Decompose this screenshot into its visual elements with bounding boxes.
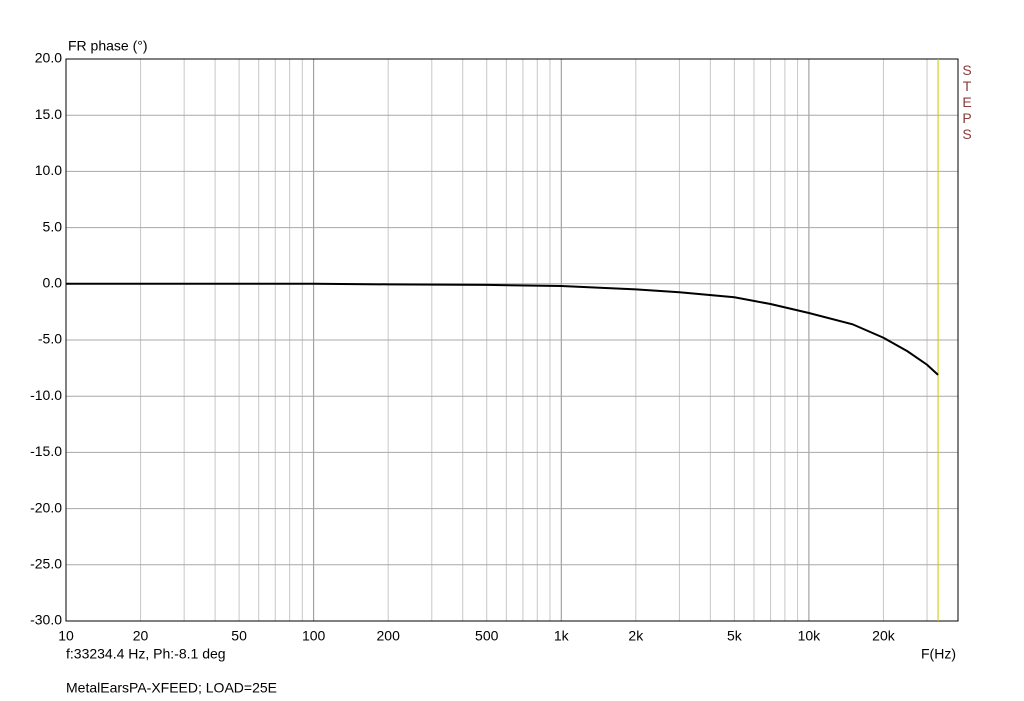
x-tick-label: 100: [302, 628, 326, 644]
y-tick-label: -25.0: [30, 556, 62, 572]
x-tick-label: 10: [58, 628, 74, 644]
cursor-readout: f:33234.4 Hz, Ph:-8.1 deg: [66, 646, 226, 662]
y-tick-label: 5.0: [43, 218, 63, 234]
y-tick-label: 10.0: [35, 162, 62, 178]
x-tick-label: 50: [231, 628, 247, 644]
x-axis-label: F(Hz): [921, 646, 956, 662]
x-tick-label: 500: [475, 628, 499, 644]
x-tick-label: 10k: [798, 628, 822, 644]
y-tick-label: -15.0: [30, 443, 62, 459]
chart-title: FR phase (°): [68, 38, 148, 54]
x-tick-label: 200: [377, 628, 401, 644]
x-tick-label: 20: [133, 628, 149, 644]
y-tick-label: 15.0: [35, 106, 62, 122]
plot-frame: [65, 58, 959, 622]
y-tick-label: -20.0: [30, 499, 62, 515]
y-tick-label: -10.0: [30, 387, 62, 403]
x-tick-label: 1k: [554, 628, 570, 644]
x-tick-label: 20k: [872, 628, 896, 644]
data-line: [66, 282, 939, 376]
x-tick-label: 2k: [628, 628, 644, 644]
y-tick-label: -5.0: [38, 331, 62, 347]
y-tick-label: 0.0: [43, 275, 63, 291]
y-tick-label: 20.0: [35, 50, 62, 66]
legend-text: MetalEarsPA-XFEED; LOAD=25E: [66, 680, 277, 696]
side-label: STEPS: [959, 62, 975, 142]
x-tick-label: 5k: [727, 628, 743, 644]
y-tick-label: -30.0: [30, 612, 62, 628]
